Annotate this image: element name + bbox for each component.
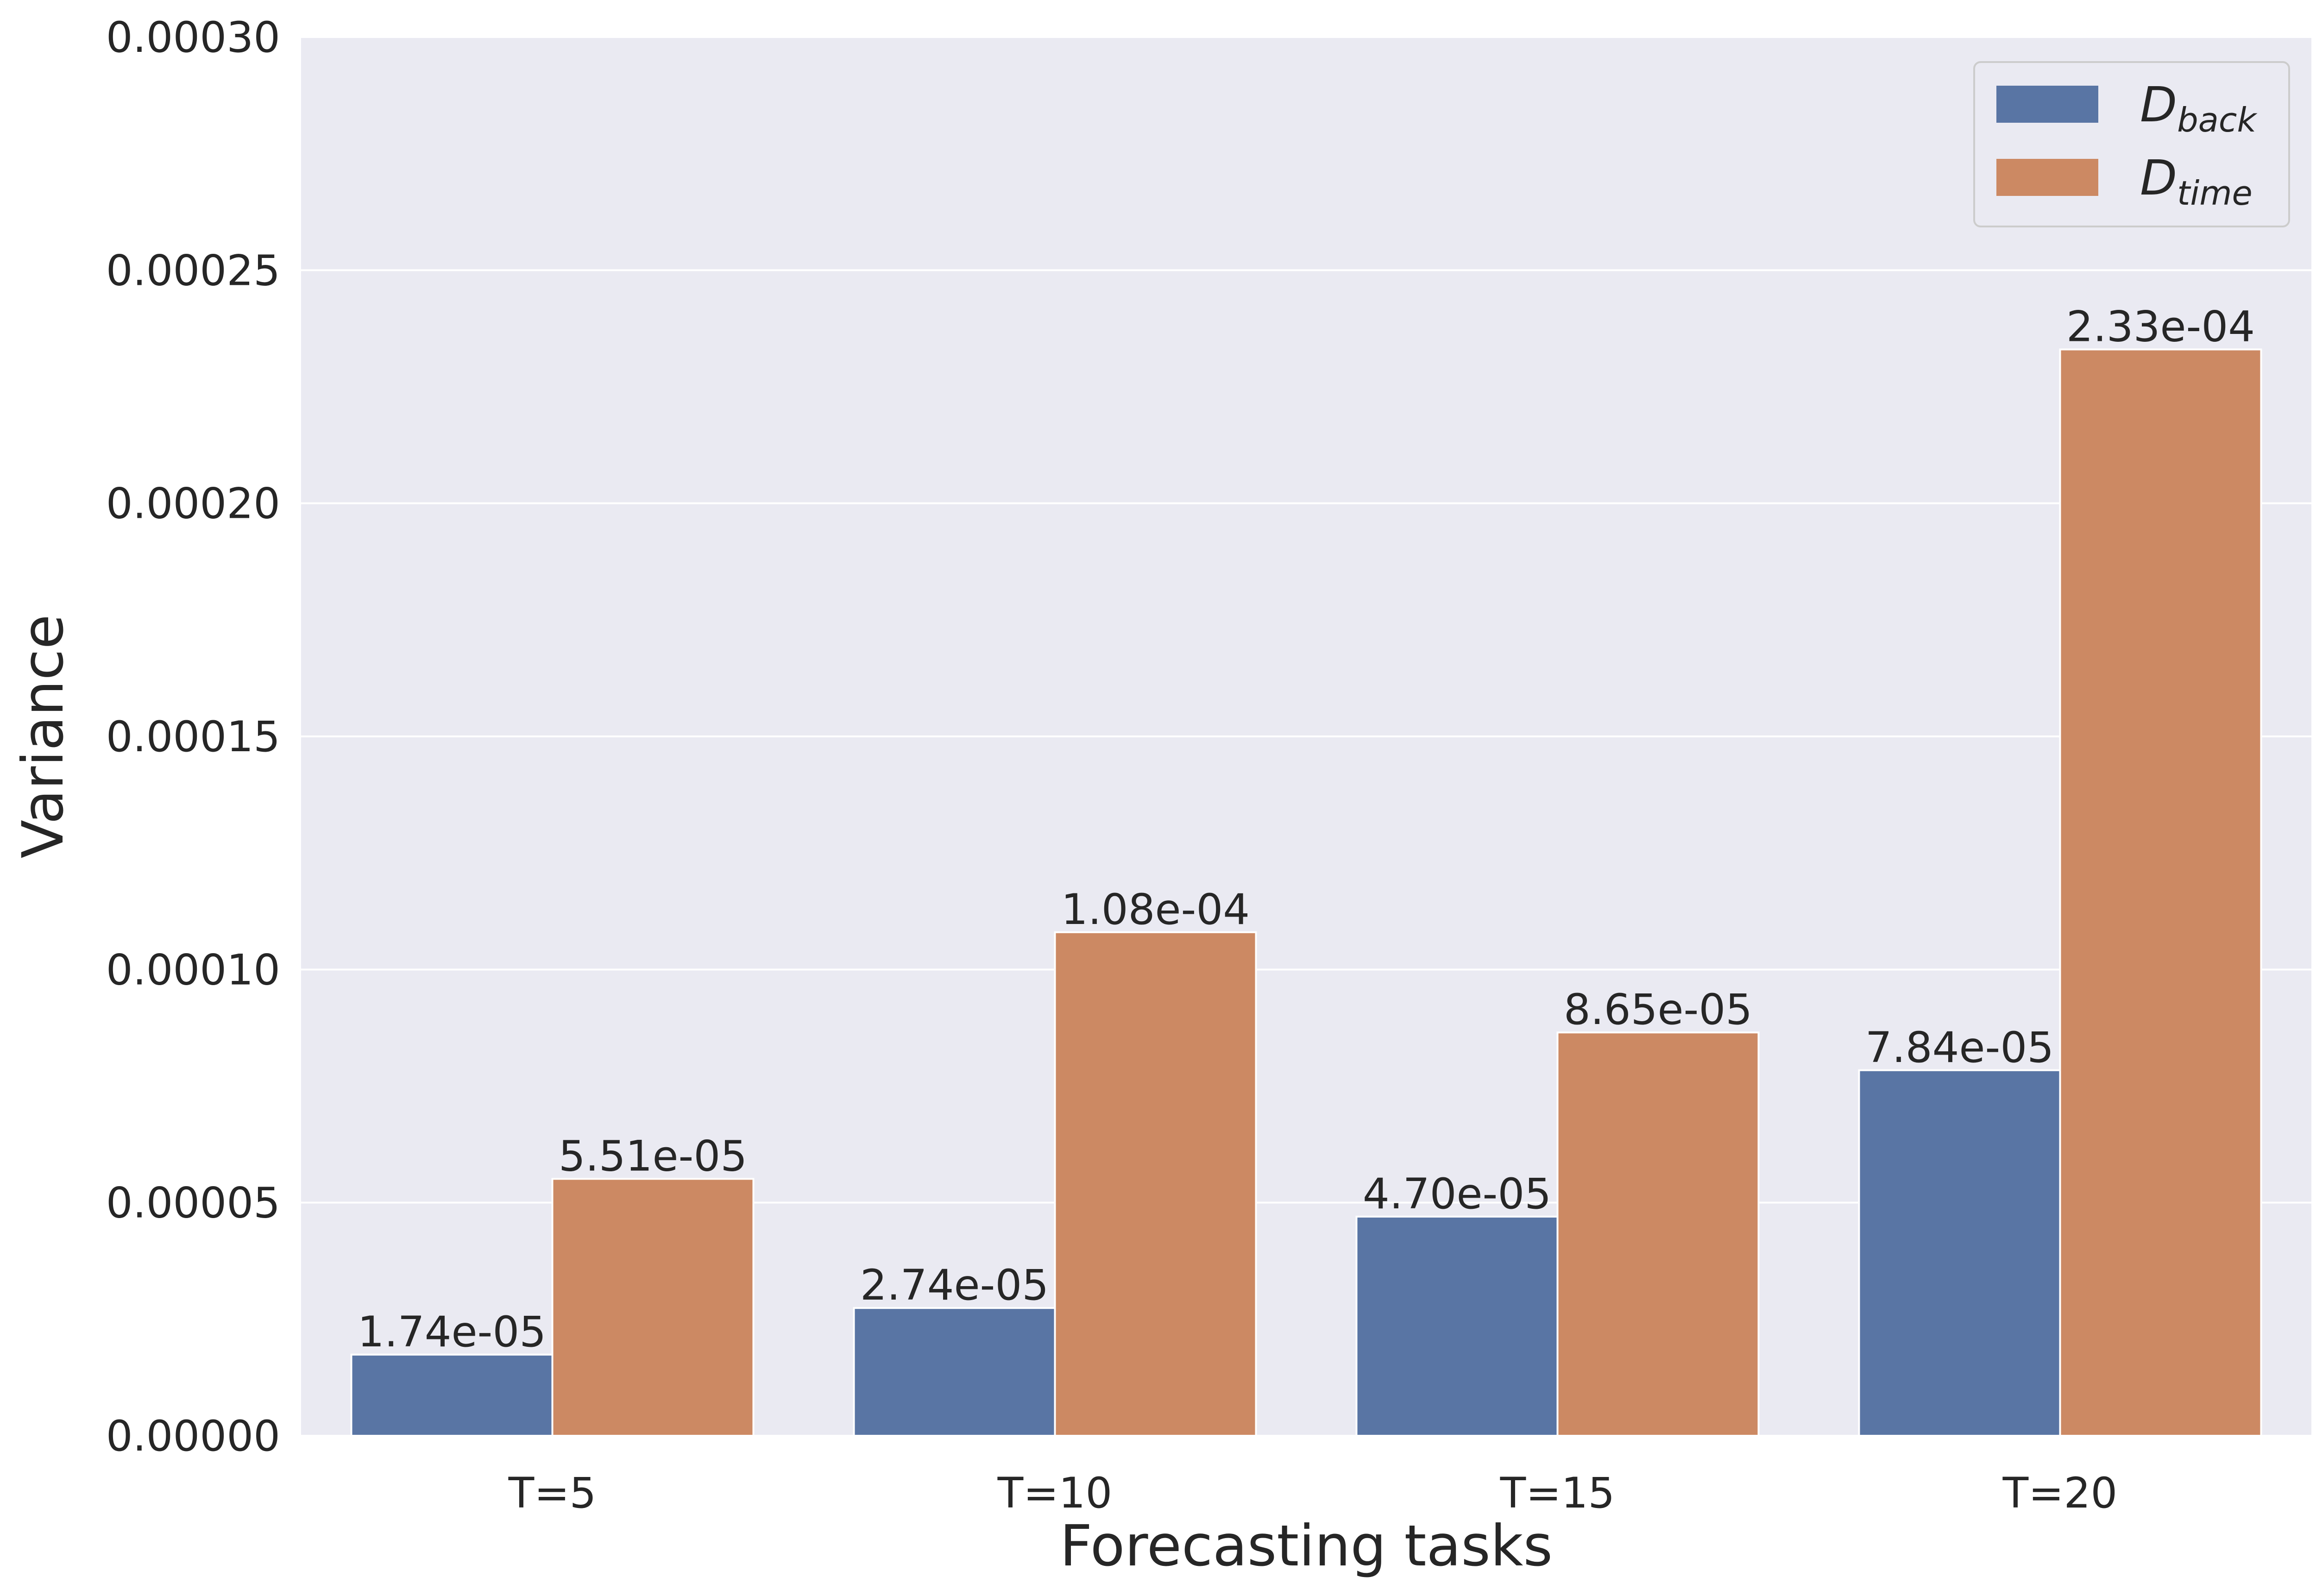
x-tick-labels: T=5 T=10 T=15 T=20 xyxy=(508,1469,2118,1518)
bar-time-T=20 xyxy=(2059,348,2262,1437)
bar-back-T=15 xyxy=(1355,1215,1559,1437)
x-axis-title: Forecasting tasks xyxy=(1060,1513,1553,1579)
y-tick-label: 0.00010 xyxy=(106,946,280,994)
y-tick-label: 0.00020 xyxy=(106,480,280,528)
legend: Dback Dtime xyxy=(1973,61,2290,227)
bar-time-T=5 xyxy=(551,1178,755,1437)
bar-value-label: 1.08e-04 xyxy=(1061,886,1250,934)
y-tick-label: 0.00000 xyxy=(106,1412,280,1461)
y-tick-label: 0.00015 xyxy=(106,713,280,761)
bar-value-label: 5.51e-05 xyxy=(559,1132,747,1181)
x-tick-label: T=20 xyxy=(2002,1469,2118,1518)
bar-value-label: 4.70e-05 xyxy=(1363,1170,1551,1219)
x-tick-label: T=15 xyxy=(1500,1469,1615,1518)
bar-time-T=15 xyxy=(1556,1031,1760,1437)
y-tick-label: 0.00025 xyxy=(106,246,280,295)
legend-label-d-time: Dtime xyxy=(2140,150,2253,213)
y-axis-title: Variance xyxy=(10,614,76,858)
bar-value-label: 2.33e-04 xyxy=(2066,302,2255,351)
x-tick-label: T=5 xyxy=(508,1469,597,1518)
bar-value-labels: 1.74e-05 5.51e-05 2.74e-05 1.08e-04 4.70e-05… xyxy=(358,302,2255,1356)
bar-back-T=20 xyxy=(1858,1069,2061,1437)
bar-value-label: 7.84e-05 xyxy=(1865,1024,2054,1072)
bars xyxy=(350,348,2262,1437)
bar-back-T=5 xyxy=(350,1353,554,1437)
y-tick-label: 0.00005 xyxy=(106,1179,280,1228)
bar-back-T=10 xyxy=(853,1307,1056,1437)
bar-value-label: 8.65e-05 xyxy=(1564,986,1752,1034)
legend-swatch-d-back xyxy=(1996,86,2098,123)
bar-time-T=10 xyxy=(1054,931,1257,1437)
legend-label-d-back: Dback xyxy=(2140,76,2258,139)
x-tick-label: T=10 xyxy=(997,1469,1113,1518)
bar-value-label: 1.74e-05 xyxy=(358,1308,546,1357)
legend-swatch-d-time xyxy=(1996,159,2098,196)
bar-value-label: 2.74e-05 xyxy=(860,1261,1049,1310)
y-tick-labels: 0.00000 0.00005 0.00010 0.00015 0.00020 0.000… xyxy=(106,13,280,1461)
y-tick-label: 0.00030 xyxy=(106,13,280,62)
